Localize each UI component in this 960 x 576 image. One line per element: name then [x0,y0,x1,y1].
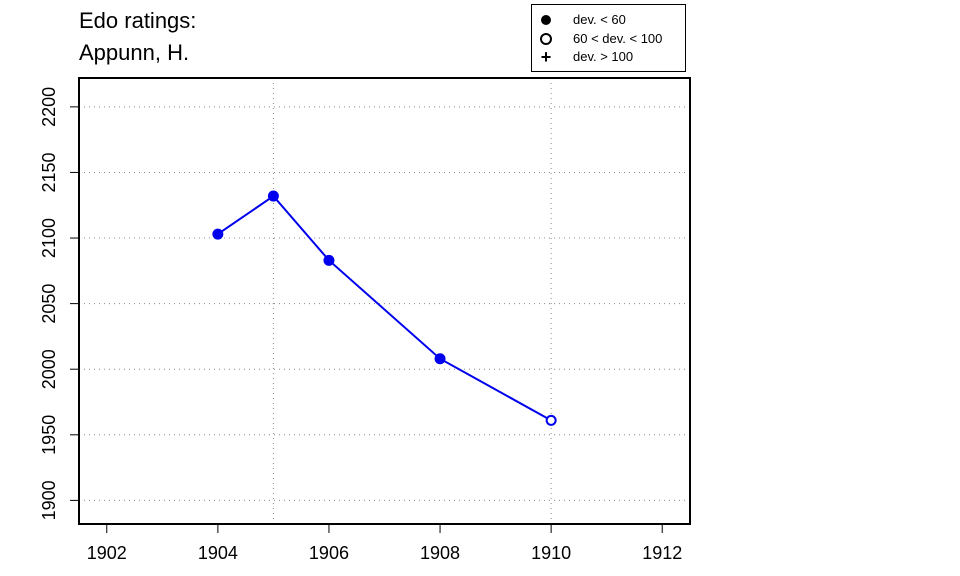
x-tick-label: 1908 [420,543,460,563]
plus-icon: + [540,47,552,67]
rating-series-line [217,194,552,422]
y-tick-label: 1900 [39,480,59,520]
open-circle-icon [540,33,552,45]
x-tick-label: 1906 [309,543,349,563]
x-tick-label: 1902 [87,543,127,563]
chart-title-line-2: Appunn, H. [79,40,190,65]
chart-legend: dev. < 60 60 < dev. < 100 + dev. > 100 [531,4,686,72]
plot-frame [78,77,691,525]
x-tick-label: 1904 [198,543,238,563]
y-tick-label: 2200 [39,87,59,127]
legend-entry-dev-lt-60: dev. < 60 [532,11,685,29]
x-tick-label: 1912 [642,543,682,563]
legend-entry-dev-gt-100: + dev. > 100 [532,48,685,66]
data-point-open [545,414,557,426]
data-point-filled [212,228,224,240]
legend-label: dev. > 100 [573,49,634,64]
filled-circle-icon [541,15,551,25]
x-tick-label: 1910 [531,543,571,563]
y-tick-label: 1950 [39,415,59,455]
data-point-filled [323,254,335,266]
chart-title-line-1: Edo ratings: [79,8,197,33]
legend-label: 60 < dev. < 100 [573,31,663,46]
legend-entry-dev-60-100: 60 < dev. < 100 [532,30,685,48]
y-tick-label: 2050 [39,284,59,324]
y-tick-label: 2150 [39,152,59,192]
data-point-filled [267,190,279,202]
y-tick-label: 2100 [39,218,59,258]
legend-label: dev. < 60 [573,12,626,27]
y-tick-label: 2000 [39,349,59,389]
data-point-filled [434,353,446,365]
